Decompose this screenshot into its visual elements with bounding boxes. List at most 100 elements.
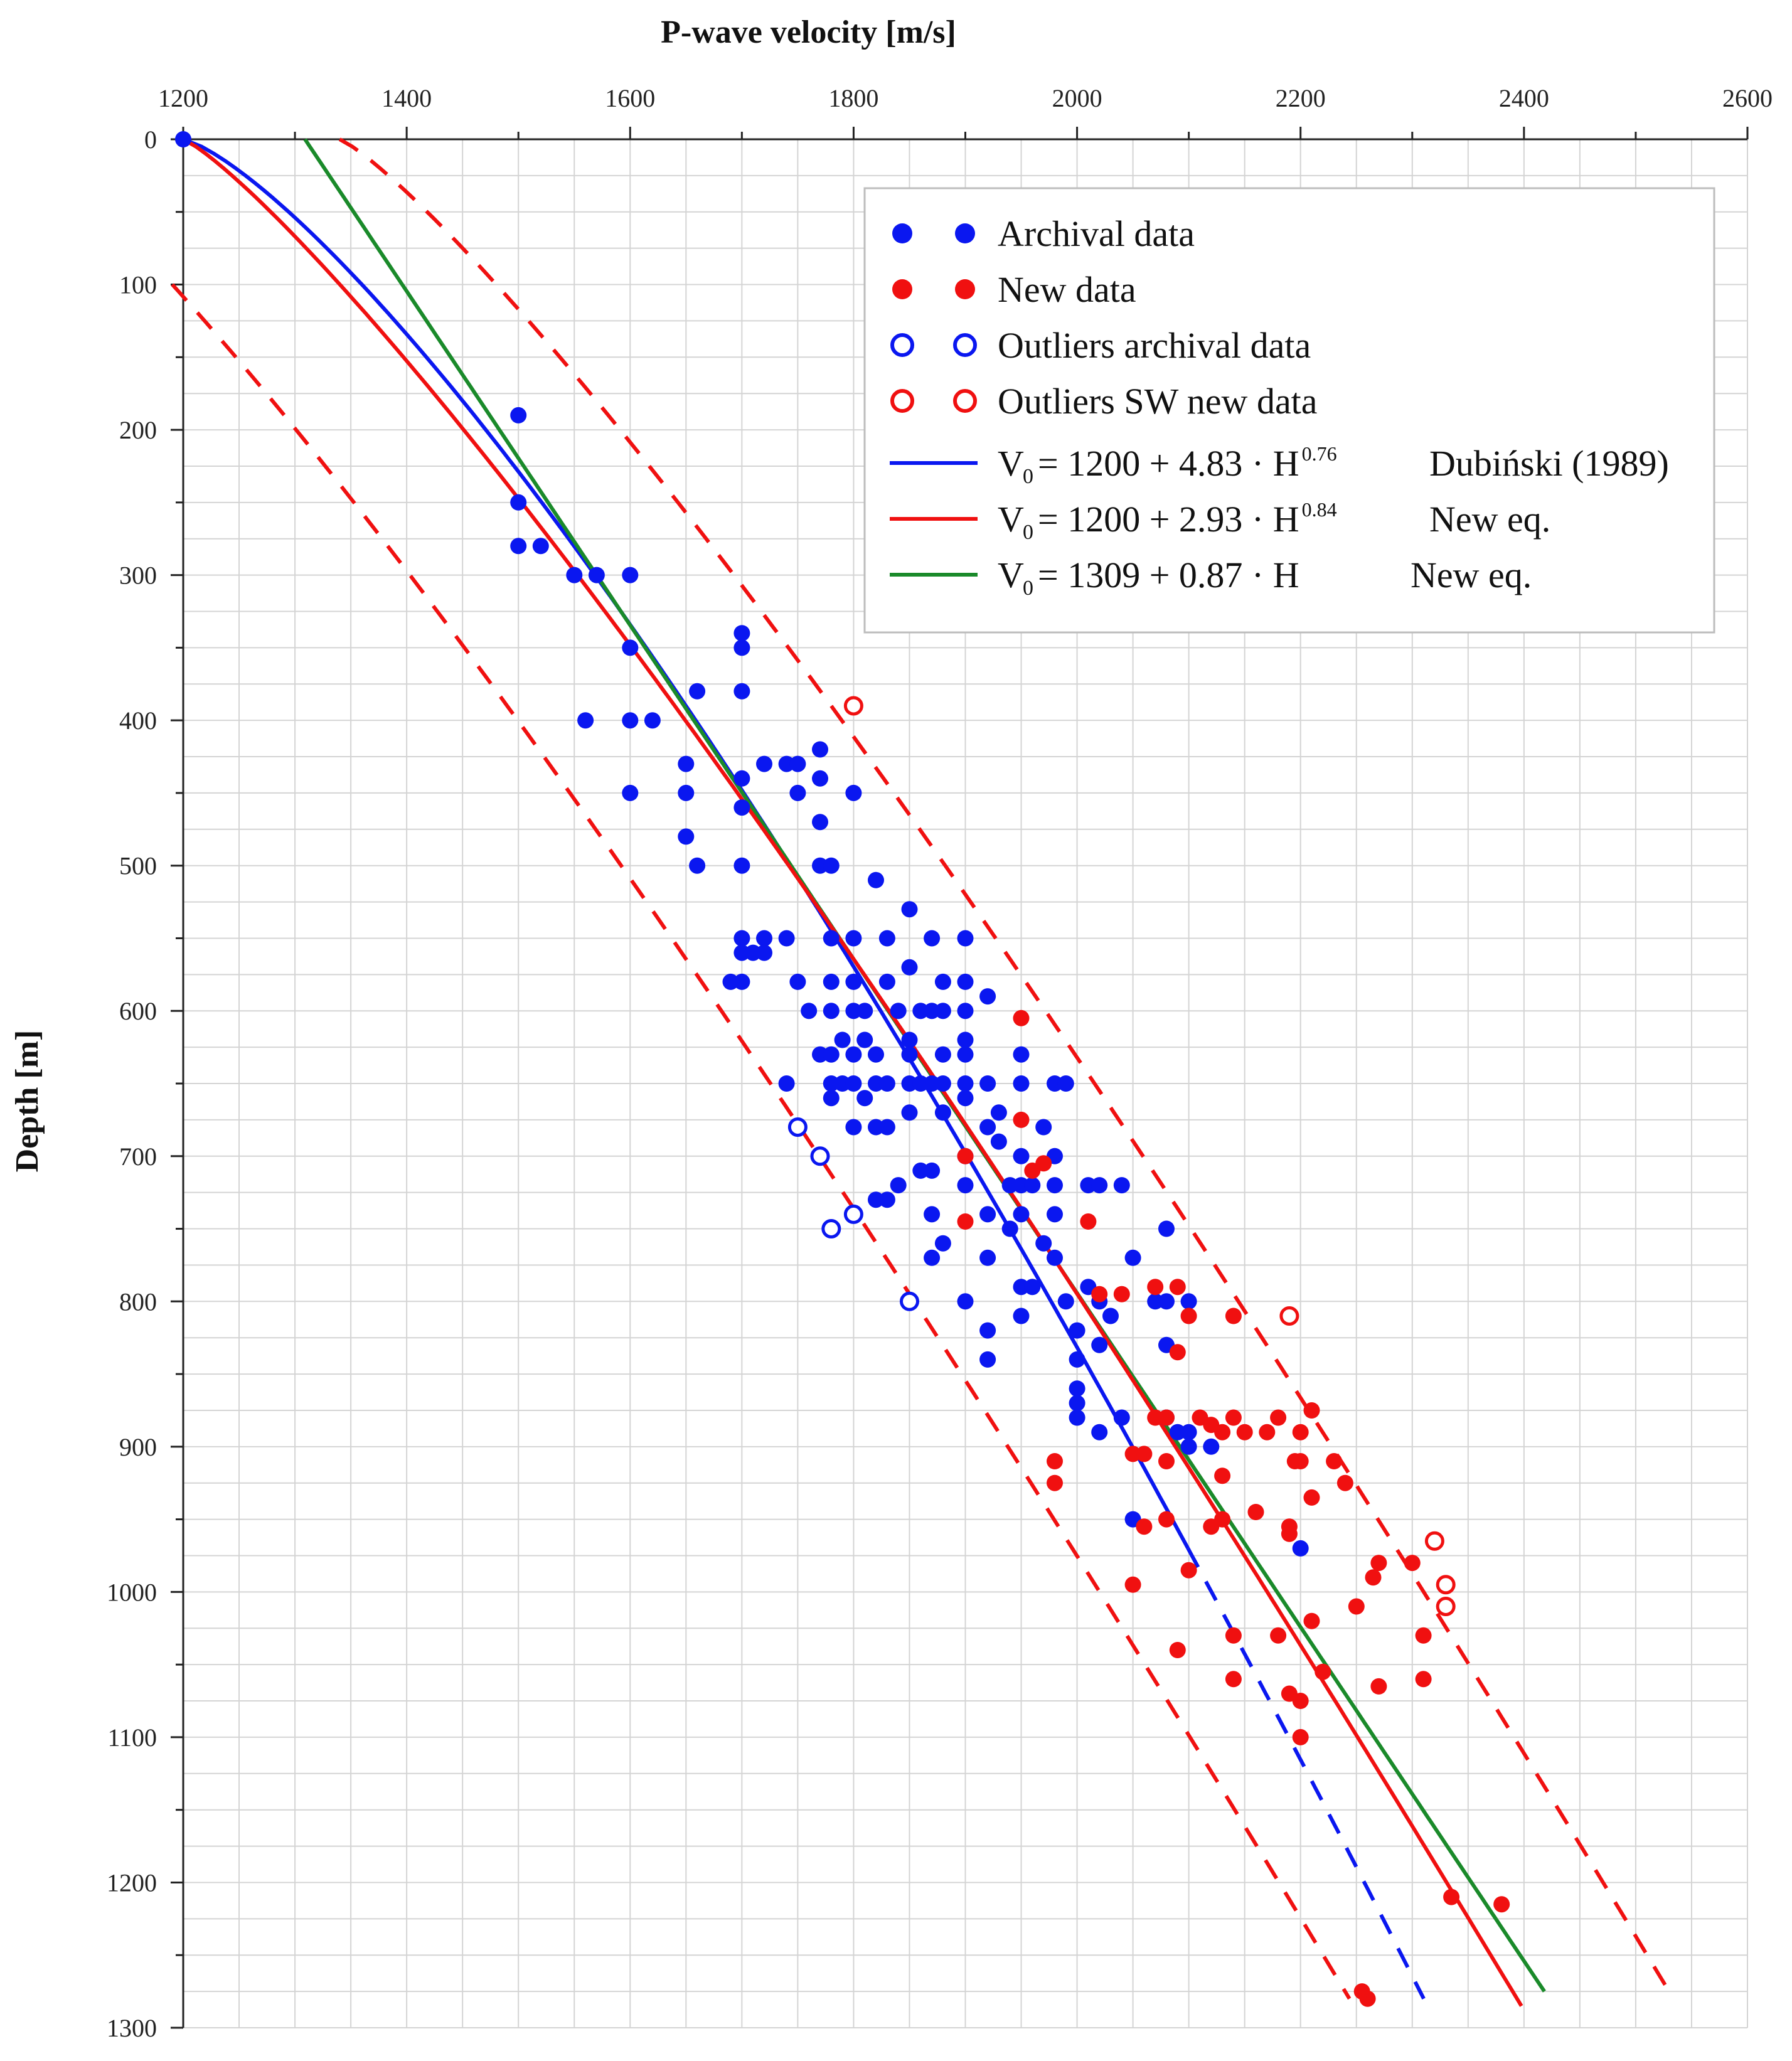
data-point — [1225, 1627, 1242, 1644]
data-point — [1124, 1446, 1141, 1462]
data-point — [957, 1293, 974, 1310]
data-point — [1113, 1286, 1130, 1302]
data-point — [801, 1003, 818, 1020]
legend-eq-lhs: V — [998, 555, 1024, 595]
y-tick-label: 300 — [119, 562, 157, 590]
data-point — [1069, 1380, 1085, 1397]
data-point — [1057, 1293, 1074, 1310]
data-point — [689, 857, 706, 874]
data-point — [1001, 1177, 1018, 1194]
data-point — [733, 930, 750, 947]
data-point — [1259, 1424, 1276, 1441]
legend-eq-lhs: V — [998, 443, 1024, 484]
data-point — [1303, 1402, 1320, 1419]
data-point — [901, 1104, 918, 1121]
data-point — [1365, 1569, 1382, 1586]
data-point — [1047, 1206, 1063, 1223]
data-point — [823, 973, 840, 990]
data-point — [1158, 1453, 1175, 1469]
data-point — [834, 1075, 851, 1092]
legend-eq-sub: 0 — [1023, 577, 1033, 600]
legend-items: Archival data New data Outliers archival d… — [890, 213, 1669, 600]
data-point — [1136, 1446, 1153, 1462]
y-tick-label: 900 — [119, 1433, 157, 1461]
y-tick-label: 1300 — [107, 2014, 157, 2042]
y-tick-label: 200 — [119, 416, 157, 444]
data-point — [733, 799, 750, 816]
data-point — [778, 930, 795, 947]
data-point — [1180, 1293, 1197, 1310]
legend-eq-sub: 0 — [1023, 465, 1033, 488]
data-point — [1147, 1409, 1164, 1426]
data-point — [1013, 1206, 1030, 1223]
data-point — [1001, 1220, 1018, 1237]
data-point — [957, 1003, 974, 1020]
data-point — [1415, 1627, 1432, 1644]
data-point — [789, 784, 806, 801]
data-point — [979, 988, 996, 1005]
legend-eq-note: Dubiński (1989) — [1429, 443, 1669, 484]
legend-marker — [955, 279, 975, 299]
legend-marker — [892, 223, 912, 243]
data-point — [878, 1119, 895, 1136]
data-point — [1281, 1525, 1298, 1542]
data-point — [622, 567, 639, 583]
data-point — [733, 944, 750, 961]
outlier-point — [843, 1204, 863, 1224]
data-point — [901, 1031, 918, 1048]
data-point — [901, 1075, 918, 1092]
data-point — [1292, 1728, 1309, 1745]
data-point — [566, 567, 583, 583]
data-point — [1169, 1279, 1186, 1296]
data-point — [510, 407, 527, 423]
data-point — [1047, 1453, 1063, 1469]
data-point — [1370, 1555, 1387, 1572]
data-point — [756, 755, 772, 772]
x-tick-labels: 1200 1400 1600 1800 2000 2200 2400 2600 — [158, 84, 1773, 112]
data-point — [1359, 1990, 1376, 2007]
legend-eq-sub: 0 — [1023, 521, 1033, 544]
data-point — [812, 770, 828, 787]
data-point — [756, 930, 772, 947]
data-point — [957, 1148, 974, 1164]
data-point — [1013, 1177, 1030, 1194]
data-point — [845, 1119, 862, 1136]
data-point — [845, 1003, 862, 1020]
y-tick-label: 1000 — [107, 1578, 157, 1606]
data-point — [990, 1104, 1007, 1121]
data-points — [175, 131, 1510, 2007]
data-point — [1158, 1409, 1175, 1426]
data-point — [901, 901, 918, 918]
data-point — [1124, 1576, 1141, 1593]
legend-label: Outliers SW new data — [998, 381, 1318, 422]
data-point — [957, 1177, 974, 1194]
data-point — [1080, 1177, 1097, 1194]
data-point — [1091, 1286, 1108, 1302]
data-point — [868, 871, 884, 888]
data-point — [845, 973, 862, 990]
data-point — [756, 944, 772, 961]
data-point — [778, 755, 795, 772]
data-point — [924, 1249, 941, 1266]
lower-bound-curve — [171, 283, 1352, 2000]
data-point — [845, 1075, 862, 1092]
data-point — [979, 1206, 996, 1223]
data-point — [924, 1075, 941, 1092]
x-tick-label: 2400 — [1499, 84, 1549, 112]
data-point — [878, 1075, 895, 1092]
data-point — [924, 1206, 941, 1223]
data-point — [845, 1046, 862, 1063]
data-point — [1035, 1119, 1052, 1136]
legend-marker — [953, 333, 977, 357]
data-point — [1270, 1409, 1287, 1426]
data-point — [878, 973, 895, 990]
y-tick-label: 1200 — [107, 1868, 157, 1897]
outlier-point — [1436, 1597, 1456, 1616]
data-point — [622, 639, 639, 656]
data-point — [934, 1104, 951, 1121]
data-point — [1493, 1896, 1510, 1913]
data-point — [924, 1003, 941, 1020]
data-point — [868, 1046, 884, 1063]
data-point — [789, 755, 806, 772]
data-point — [1091, 1177, 1108, 1194]
